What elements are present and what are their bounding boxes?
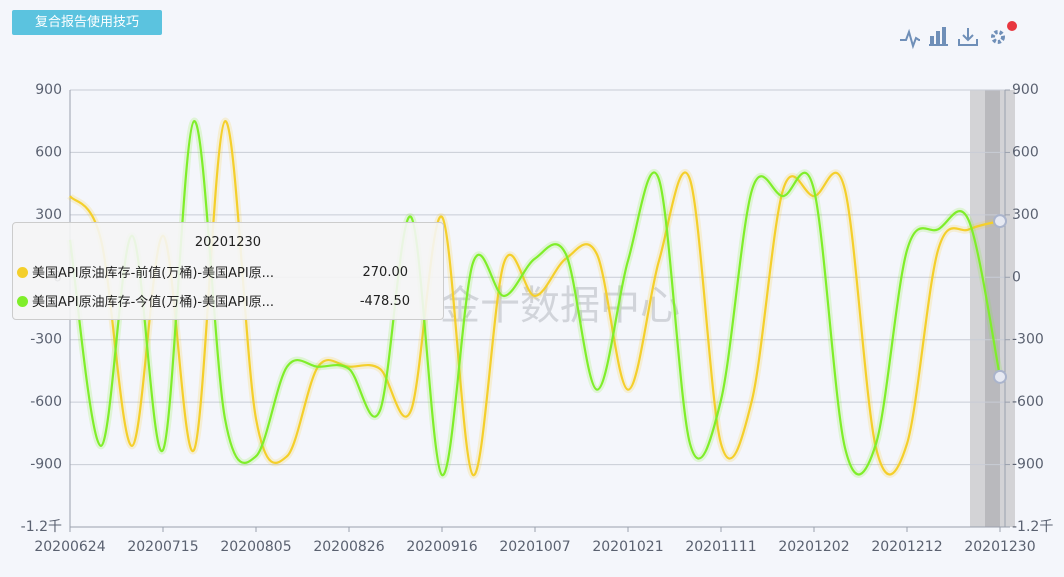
y-tick-label: -600 — [30, 394, 62, 410]
active-point — [993, 214, 1007, 229]
tooltip-dot — [17, 267, 28, 278]
y2-tick-label: -300 — [1012, 332, 1044, 348]
y2-tick-label: -600 — [1012, 394, 1044, 410]
y2-tick-label: 300 — [1012, 207, 1039, 223]
tooltip-name: 美国API原油库存-今值(万桶)-美国API原... — [32, 295, 275, 310]
x-tick-label: 20201111 — [685, 539, 756, 555]
y-tick-label: 300 — [35, 207, 62, 223]
x-tick-label: 20200916 — [406, 539, 477, 555]
x-tick-label: 20201007 — [499, 539, 570, 555]
y-tick-label: 900 — [35, 82, 62, 98]
x-tick-label: 20201021 — [592, 539, 663, 555]
y2-tick-label: -1.2千 — [1012, 519, 1053, 535]
y2-tick-label: 900 — [1012, 82, 1039, 98]
watermark: 金十数据中心 — [440, 283, 680, 329]
x-tick-label: 20201212 — [871, 539, 942, 555]
x-tick-label: 20200805 — [220, 539, 291, 555]
y-tick-label: -1.2千 — [21, 519, 62, 535]
notice-dot — [1007, 21, 1017, 31]
help-button[interactable]: 复合报告使用技巧 — [12, 10, 162, 35]
bar-icon[interactable] — [929, 27, 948, 46]
x-tick-label: 20201230 — [964, 539, 1035, 555]
tooltip: 20201230 美国API原油库存-前值(万桶)-美国API原... 270.… — [12, 222, 444, 320]
range-handle[interactable] — [985, 90, 1000, 527]
series-line — [69, 120, 1001, 477]
active-point — [993, 369, 1007, 384]
tooltip-row: 美国API原油库存-前值(万桶)-美国API原... — [17, 265, 274, 283]
x-tick-label: 20200715 — [127, 539, 198, 555]
y2-tick-label: 0 — [1012, 269, 1021, 285]
y-tick-label: -900 — [30, 457, 62, 473]
download-icon[interactable] — [958, 28, 978, 46]
y2-tick-label: -900 — [1012, 457, 1044, 473]
y-tick-label: 600 — [35, 144, 62, 160]
y-tick-label: -300 — [30, 332, 62, 348]
tooltip-dot — [17, 296, 28, 307]
toolbar — [900, 27, 1005, 50]
x-tick-label: 20200826 — [313, 539, 384, 555]
x-tick-label: 20200624 — [34, 539, 105, 555]
tooltip-value: -478.50 — [359, 294, 410, 309]
line-icon[interactable] — [900, 28, 920, 50]
tooltip-value: 270.00 — [362, 265, 409, 280]
tooltip-row: 美国API原油库存-今值(万桶)-美国API原... — [17, 294, 274, 312]
tooltip-name: 美国API原油库存-前值(万桶)-美国API原... — [32, 266, 275, 281]
series-line — [68, 120, 1002, 477]
settings-icon[interactable] — [991, 30, 1005, 44]
x-tick-label: 20201202 — [778, 539, 849, 555]
tooltip-title: 20201230 — [194, 235, 262, 250]
y2-tick-label: 600 — [1012, 144, 1039, 160]
